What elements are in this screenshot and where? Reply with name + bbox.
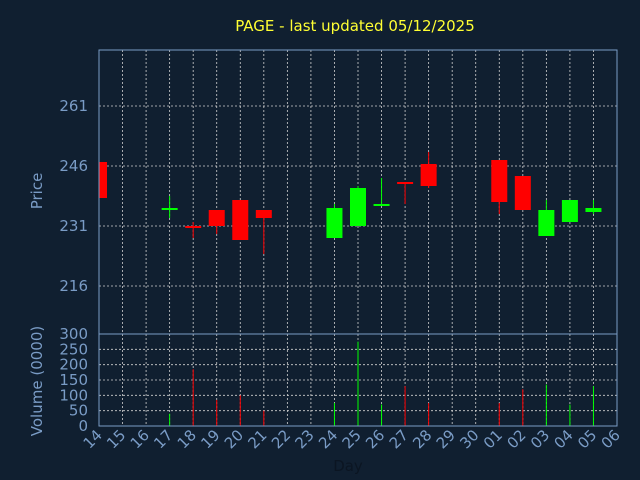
x-tick-label: 26: [362, 426, 388, 452]
x-tick-label: 01: [480, 426, 506, 452]
price-tick-label: 231: [59, 217, 88, 235]
x-tick-label: 27: [386, 426, 412, 452]
volume-tick-label: 250: [59, 340, 88, 358]
chart-title: PAGE - last updated 05/12/2025: [235, 17, 475, 35]
x-tick-label: 24: [315, 426, 341, 452]
x-tick-label: 02: [503, 426, 529, 452]
x-tick-label: 15: [103, 426, 129, 452]
x-tick-label: 17: [150, 426, 176, 452]
candle-body: [514, 176, 531, 210]
x-tick-label: 29: [433, 426, 459, 452]
candle-body: [185, 226, 202, 228]
candle-body: [350, 188, 366, 226]
volume-panel-frame: [98, 333, 618, 427]
x-tick-label: 18: [174, 426, 200, 452]
x-tick-label: 20: [221, 426, 247, 452]
candle-body: [99, 162, 107, 198]
candle-body: [373, 204, 390, 206]
x-tick-label: 21: [244, 426, 270, 452]
x-tick-label: 05: [574, 426, 600, 452]
x-tick-label: 28: [409, 426, 435, 452]
x-tick-label: 04: [551, 426, 577, 452]
price-tick-label: 246: [59, 157, 88, 175]
candle-body: [538, 210, 555, 236]
x-tick-label: 06: [598, 426, 624, 452]
candle-body: [491, 160, 508, 202]
x-tick-label: 25: [339, 426, 365, 452]
price-axis-label: Price: [28, 173, 46, 210]
volume-tick-label: 300: [59, 325, 88, 343]
volume-tick-label: 150: [59, 371, 88, 389]
x-tick-label: 16: [127, 426, 153, 452]
x-tick-label: 03: [527, 426, 553, 452]
volume-tick-label: 100: [59, 386, 88, 404]
candle-body: [161, 208, 178, 210]
x-tick-label: 19: [197, 426, 223, 452]
price-tick-label: 261: [59, 97, 88, 115]
volume-tick-label: 50: [69, 402, 88, 420]
candle-body: [232, 200, 249, 240]
volume-bars: [169, 341, 594, 426]
volume-tick-label: 200: [59, 356, 88, 374]
candle-body: [208, 210, 225, 226]
x-tick-label: 30: [456, 426, 482, 452]
candle-body: [326, 208, 343, 238]
candle-body: [397, 182, 414, 184]
x-axis-label: Day: [333, 457, 363, 475]
price-grid: [98, 50, 618, 334]
candle-body: [420, 164, 437, 186]
candles: [98, 152, 602, 254]
price-y-ticks: 216 231 246 261: [59, 97, 88, 295]
candle-body: [255, 210, 272, 218]
x-tick-label: 22: [268, 426, 294, 452]
x-tick-label: 23: [292, 426, 318, 452]
volume-axis-label: Volume (0000): [28, 326, 46, 436]
x-axis-ticks: 1415161718192021222324252627282930010203…: [80, 426, 624, 452]
candle-body: [585, 208, 602, 212]
volume-tick-label: 0: [78, 417, 88, 435]
price-tick-label: 216: [59, 277, 88, 295]
candle-body: [561, 200, 578, 222]
